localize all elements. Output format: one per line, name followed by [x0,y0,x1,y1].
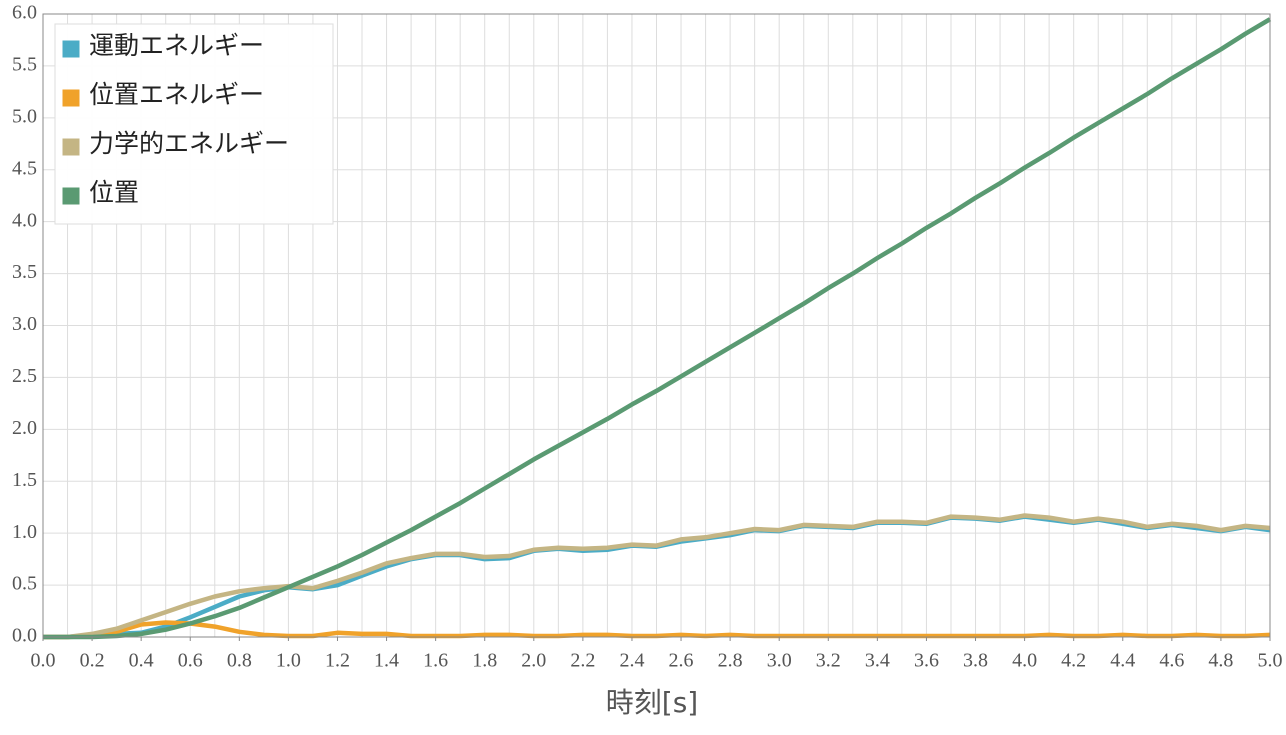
x-tick-label: 1.4 [374,650,399,672]
legend-label: 位置 [89,178,139,207]
legend-swatch [61,39,81,59]
series-line [43,17,1272,640]
x-tick-label: 1.2 [325,650,350,672]
y-tick-label: 2.0 [12,417,37,439]
x-tick-label: 2.6 [669,650,694,672]
series-line [43,620,1271,640]
legend-label: 運動エネルギー [89,31,264,60]
y-tick-label: 5.5 [12,54,37,76]
x-axis-label: 時刻[s] [606,686,698,719]
y-tick-label: 1.0 [12,521,37,543]
y-tick-label: 4.5 [12,157,37,179]
legend-box [54,23,334,225]
ticks: 0.0 0.5 1.0 1.5 2.0 2.5 3.0 3.5 4.0 4.5 5.0 5.5 6.0 0… [12,2,1283,672]
x-tick-label: 3.2 [816,650,841,672]
legend-swatch [61,137,81,157]
legend-label: 力学的エネルギー [89,129,289,158]
y-tick-label: 0.5 [12,573,37,595]
x-tick-label: 2.2 [570,650,595,672]
plot-frame [42,13,1271,638]
y-tick-label: 0.0 [12,625,37,647]
legend-label: 位置エネルギー [89,80,264,109]
x-tick-label: 4.4 [1110,650,1135,672]
x-tick-label: 0.4 [129,650,154,672]
y-tick-label: 2.5 [12,365,37,387]
x-tick-label: 1.6 [423,650,448,672]
x-tick-label: 4.6 [1159,650,1184,672]
x-tick-label: 4.2 [1061,650,1086,672]
x-tick-label: 0.6 [178,650,203,672]
y-tick-label: 3.0 [12,313,37,335]
x-tick-label: 1.8 [472,650,497,672]
y-tick-label: 5.0 [12,105,37,127]
x-tick-label: 5.0 [1258,650,1283,672]
x-tick-label: 0.0 [31,650,56,672]
x-tick-label: 2.4 [619,650,644,672]
series-line [43,513,1271,640]
y-tick-label: 6.0 [12,2,37,24]
y-tick-label: 4.0 [12,209,37,231]
x-tick-label: 4.0 [1012,650,1037,672]
x-tick-label: 1.0 [276,650,301,672]
legend-swatch [61,186,81,206]
y-tick-label: 3.5 [12,261,37,283]
x-tick-label: 3.8 [963,650,988,672]
legend-swatch [61,88,81,108]
x-tick-label: 0.2 [80,650,105,672]
x-tick-label: 4.8 [1208,650,1233,672]
x-tick-label: 2.8 [718,650,743,672]
x-tick-label: 3.4 [865,650,890,672]
x-tick-label: 3.6 [914,650,939,672]
y-tick-label: 1.5 [12,469,37,491]
x-tick-label: 0.8 [227,650,252,672]
x-tick-label: 3.0 [767,650,792,672]
plot-lines [43,17,1272,640]
x-tick-label: 2.0 [521,650,546,672]
